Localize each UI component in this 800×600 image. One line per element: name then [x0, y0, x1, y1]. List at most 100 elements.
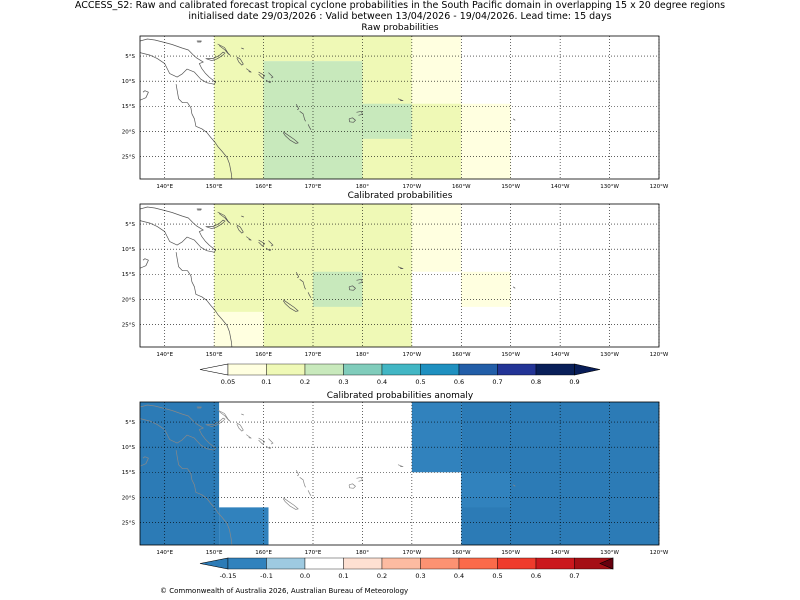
coastline	[299, 111, 306, 122]
coastline	[236, 224, 244, 234]
longitude-tick-label: 150°W	[501, 550, 520, 556]
map-panel-calibrated: 140°E 150°E 160°E 170°E 180° 170°W 160°W 150°W 1…	[122, 203, 669, 358]
probability-cell	[411, 204, 462, 272]
coastline	[196, 406, 202, 409]
coastline	[175, 84, 233, 179]
coastline	[356, 476, 363, 482]
coastline	[348, 483, 356, 489]
latitude-tick-label: 25°S	[122, 322, 136, 328]
map-frame	[139, 203, 660, 348]
longitude-tick-label: 160°W	[452, 352, 471, 358]
coastline	[283, 131, 299, 144]
coastline	[246, 236, 252, 241]
coastline	[175, 450, 233, 545]
longitude-tick-label: 140°E	[156, 184, 173, 190]
panel-title-calibrated: Calibrated probabilities	[347, 191, 453, 201]
longitude-tick-label: 120°W	[650, 550, 669, 556]
colorbar-tick-label: 0.2	[300, 378, 310, 386]
map-panel-anomaly: 140°E 150°E 160°E 170°E 180° 170°W 160°W 150°W 1…	[122, 401, 669, 556]
colorbar-segment	[381, 363, 421, 376]
colorbar-segment	[227, 557, 267, 570]
colorbar-segment	[420, 363, 460, 376]
coastline	[299, 477, 306, 488]
longitude-tick-label: 130°W	[600, 550, 619, 556]
coastline	[217, 409, 231, 422]
coastline	[268, 72, 274, 79]
longitude-tick-label: 160°W	[452, 184, 471, 190]
longitude-tick-label: 150°W	[501, 352, 520, 358]
longitude-tick-label: 120°W	[650, 352, 669, 358]
colorbar-tick-label: 0.1	[338, 572, 348, 580]
coastline	[356, 110, 363, 116]
coastline	[512, 484, 516, 487]
longitude-tick-label: 180°	[356, 352, 369, 358]
colorbar-under-extension	[199, 557, 229, 570]
coastline	[397, 266, 404, 270]
colorbar-tick-label: 0.3	[338, 378, 348, 386]
colorbar-segment	[381, 557, 421, 570]
coastline	[140, 258, 149, 269]
colorbar-segment	[420, 557, 460, 570]
colorbar-segment	[266, 557, 306, 570]
colorbar-segment	[458, 557, 498, 570]
probability-cell	[313, 472, 363, 508]
coastline	[258, 239, 265, 247]
panel-title-anomaly: Calibrated probabilities anomaly	[326, 391, 474, 401]
colorbar-tick-label: 0.5	[415, 378, 425, 386]
colorbar-tick-label: 0.6	[454, 378, 464, 386]
colorbar-segment	[497, 557, 537, 570]
coastline	[397, 464, 404, 468]
probability-cell	[313, 271, 363, 307]
colorbar-tick-label: 0.7	[492, 378, 502, 386]
colorbar-segment	[304, 363, 344, 376]
figure-title: ACCESS_S2: Raw and calibrated forecast t…	[0, 0, 800, 22]
probability-cell	[461, 472, 511, 508]
probability-cell	[214, 311, 264, 347]
longitude-tick-label: 130°W	[600, 184, 619, 190]
coastline	[283, 299, 299, 312]
longitude-tick-label: 130°W	[600, 352, 619, 358]
longitude-tick-label: 160°E	[255, 550, 272, 556]
colorbar-tick-label: 0.5	[492, 572, 502, 580]
coastline	[265, 247, 272, 252]
coastline	[258, 437, 265, 445]
coastline	[241, 413, 244, 416]
figure-title-line1: ACCESS_S2: Raw and calibrated forecast t…	[74, 0, 726, 11]
coastline	[265, 445, 272, 450]
latitude-tick-label: 20°S	[122, 297, 136, 303]
coastline	[205, 51, 226, 61]
probability-cell	[214, 36, 264, 179]
coastline	[512, 118, 516, 121]
coastline	[283, 497, 299, 510]
coastline	[268, 240, 274, 247]
coastline	[307, 124, 312, 130]
coastline	[295, 470, 300, 477]
colorbar-tick-label: 0.9	[569, 378, 579, 386]
colorbar-segment	[535, 363, 575, 376]
longitude-tick-label: 170°W	[403, 184, 422, 190]
colorbar-tick-label: -0.15	[220, 572, 237, 580]
coastline	[295, 104, 300, 111]
colorbar-segment	[343, 557, 383, 570]
longitude-tick-label: 180°	[356, 184, 369, 190]
longitude-tick-label: 150°E	[206, 550, 223, 556]
colorbar-segment	[343, 363, 383, 376]
longitude-tick-label: 150°W	[501, 184, 520, 190]
longitude-tick-label: 170°W	[403, 550, 422, 556]
latitude-tick-label: 15°S	[122, 272, 136, 278]
probability-cell	[411, 402, 462, 473]
latitude-tick-label: 20°S	[122, 495, 136, 501]
colorbar-tick-label: 0.3	[415, 572, 425, 580]
colorbar-under-extension	[199, 363, 229, 376]
coastline	[307, 292, 312, 298]
probability-cell	[461, 271, 511, 307]
probability-cell	[362, 103, 412, 139]
coastline	[140, 404, 216, 451]
colorbar-segment	[266, 363, 306, 376]
latitude-tick-label: 5°S	[125, 420, 135, 426]
colorbar-tick-label: 0.05	[221, 378, 235, 386]
latitude-tick-label: 25°S	[122, 154, 136, 160]
coastline	[140, 456, 149, 467]
colorbar-tick-label: 0.4	[454, 572, 464, 580]
colorbar-tick-label: 0.2	[377, 572, 387, 580]
